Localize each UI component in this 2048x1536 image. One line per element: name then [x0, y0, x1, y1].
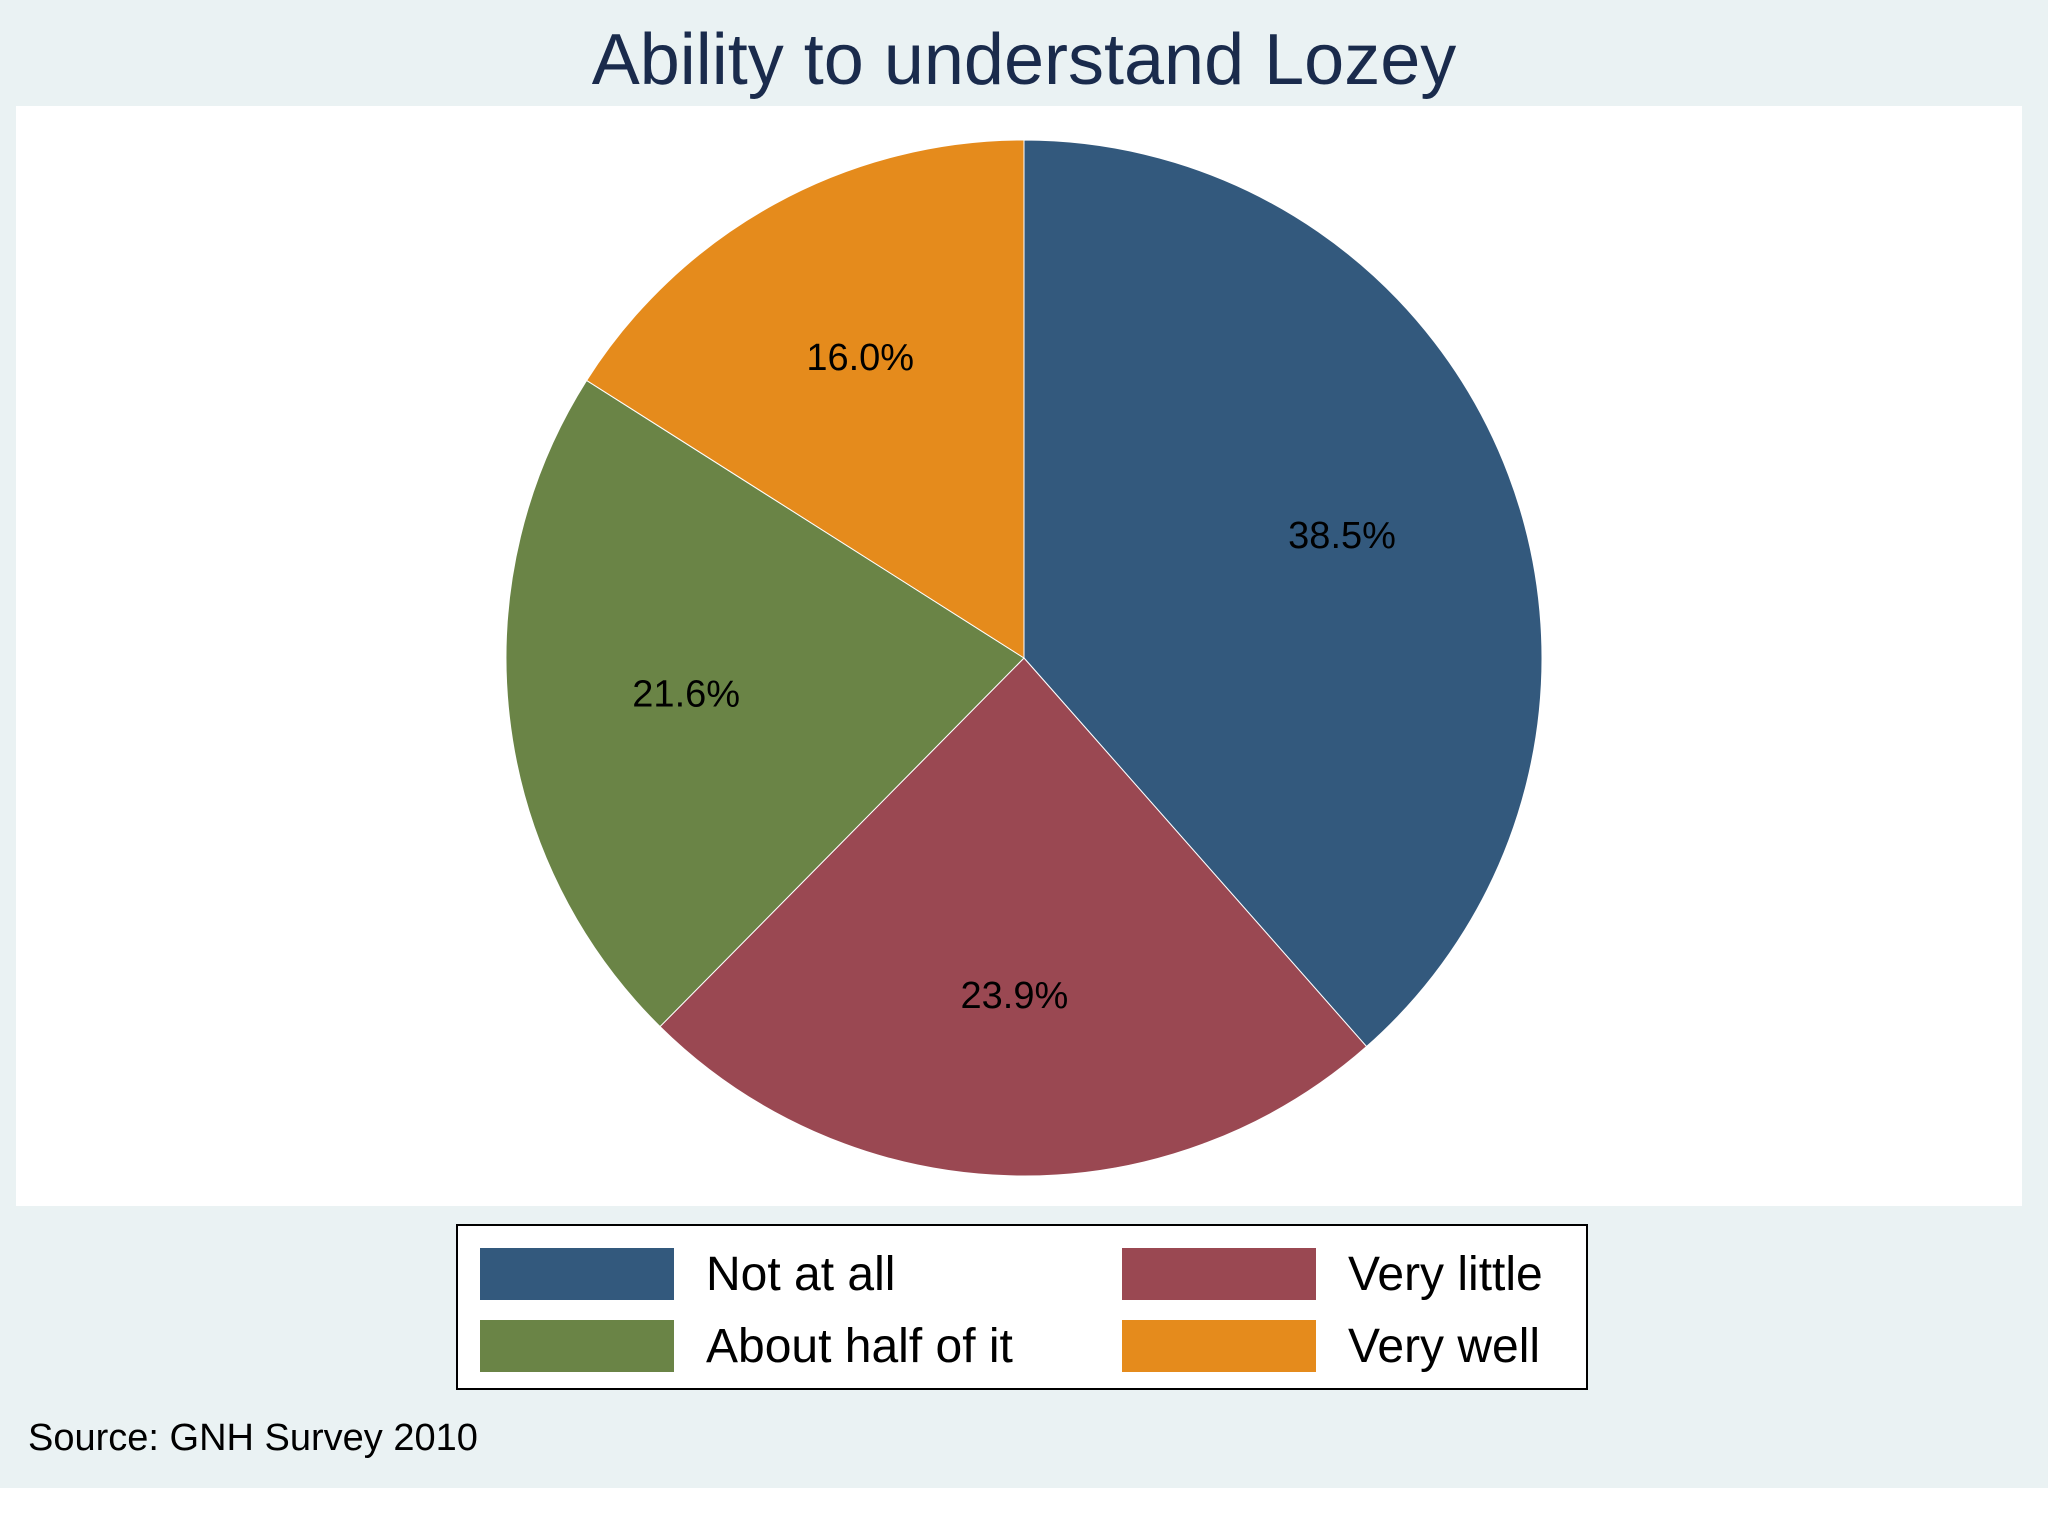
legend-swatch-about-half-of-it	[480, 1320, 674, 1372]
chart-title: Ability to understand Lozey	[591, 20, 1457, 100]
legend-swatch-very-well	[1122, 1320, 1316, 1372]
chart-legend: Not at all Very little About half of it …	[456, 1224, 1588, 1390]
legend-swatch-not-at-all	[480, 1248, 674, 1300]
legend-item-not-at-all: Not at all	[480, 1248, 980, 1302]
slice-label-very-little: 23.9%	[961, 975, 1069, 1017]
legend-label-very-well: Very well	[1348, 1320, 1541, 1373]
pie-slice-about-half-of-it	[505, 379, 1025, 1028]
legend-item-very-little: Very little	[1122, 1248, 1562, 1302]
plot-region: 38.5% 23.9% 21.6% 16.0%	[16, 106, 2022, 1206]
source-note: Source: GNH Survey 2010	[28, 1417, 478, 1459]
legend-item-very-well: Very well	[1122, 1320, 1562, 1374]
pie-chart: 38.5% 23.9% 21.6% 16.0%	[505, 139, 1543, 1177]
pie-slice-very-well	[585, 139, 1025, 659]
slice-label-very-well: 16.0%	[806, 337, 914, 379]
slice-label-about-half-of-it: 21.6%	[632, 673, 740, 715]
legend-label-about-half-of-it: About half of it	[706, 1320, 1013, 1373]
legend-item-about-half-of-it: About half of it	[480, 1320, 1040, 1374]
legend-label-very-little: Very little	[1348, 1248, 1543, 1301]
slice-label-not-at-all: 38.5%	[1288, 515, 1396, 557]
legend-label-not-at-all: Not at all	[706, 1248, 896, 1301]
chart-canvas: Ability to understand Lozey 38.5% 23.9% 21…	[0, 0, 2048, 1488]
legend-swatch-very-little	[1122, 1248, 1316, 1300]
pie-slice-not-at-all	[1023, 139, 1543, 1048]
pie-slice-very-little	[659, 657, 1368, 1177]
